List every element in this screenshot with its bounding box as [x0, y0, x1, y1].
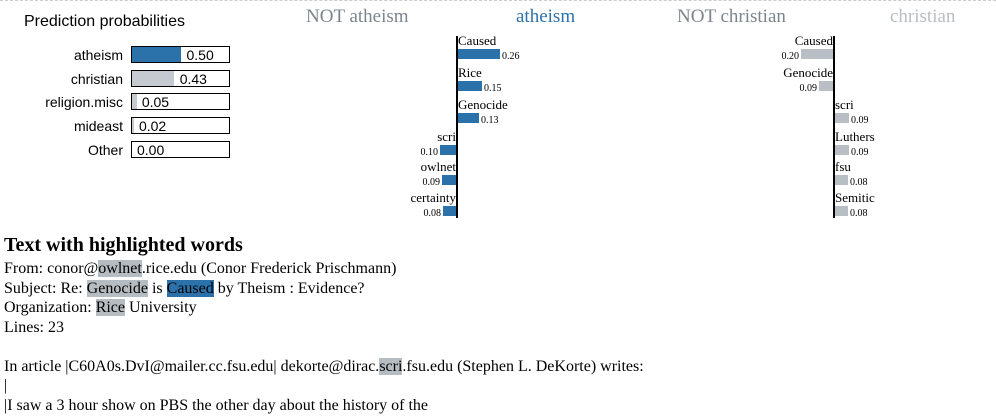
feature-label: Caused: [794, 33, 833, 48]
probability-bar: 0.02: [131, 117, 230, 134]
text-line: |: [4, 376, 644, 396]
feature-bar: [440, 145, 456, 155]
text-line: Lines: 23: [4, 318, 644, 338]
text-line: Organization: Rice University: [4, 298, 644, 318]
feature-weight: 0.20: [781, 51, 800, 62]
probability-fill: [132, 71, 174, 86]
probability-label: christian: [70, 71, 123, 87]
probability-bar: 0.43: [131, 70, 230, 87]
feature-label: Rice: [458, 65, 482, 80]
feature-weight: 0.09: [851, 147, 869, 158]
chart-axis: [456, 36, 458, 218]
text-segment: Organization:: [4, 299, 96, 316]
feature-bar: [801, 49, 833, 59]
text-segment: |: [4, 377, 8, 394]
feature-label: certainty: [410, 190, 456, 205]
probability-fill: [132, 47, 181, 62]
feature-bar: [458, 113, 479, 123]
text-segment: Lines: 23: [4, 318, 64, 336]
prediction-probabilities-title: Prediction probabilities: [24, 13, 185, 30]
feature-label: Semitic: [835, 190, 875, 205]
text-segment: .rice.edu (Conor Frederick Prischmann): [141, 260, 397, 277]
feature-weight: 0.13: [481, 115, 499, 126]
feature-weight: 0.08: [850, 177, 868, 188]
positive-class-label: atheism: [516, 6, 576, 27]
highlighted-word: Caused: [166, 279, 214, 297]
highlighted-text-body: From: conor@owlnet.rice.edu (Conor Frede…: [4, 259, 644, 415]
probability-label: atheism: [73, 47, 123, 63]
feature-label: Luthers: [835, 129, 875, 144]
text-segment: is: [147, 279, 167, 297]
feature-bar: [458, 49, 500, 59]
text-line: In article |C60A0s.DvI@mailer.cc.fsu.edu…: [4, 357, 644, 377]
feature-bar: [835, 145, 849, 155]
probability-value: 0.05: [141, 94, 170, 110]
feature-weight: 0.10: [420, 147, 439, 158]
probability-fill: [132, 94, 137, 109]
feature-label: scri: [437, 129, 456, 144]
highlighted-word: owlnet: [98, 260, 142, 277]
text-segment: .fsu.edu (Stephen L. DeKorte) writes:: [402, 357, 644, 375]
probability-value: 0.50: [186, 47, 214, 63]
highlighted-word: Rice: [95, 299, 126, 316]
text-segment: In article |C60A0s.DvI@mailer.cc.fsu.edu…: [4, 357, 380, 375]
text-segment: University: [125, 299, 197, 316]
probability-bar: 0.05: [131, 93, 230, 110]
feature-label: Genocide: [783, 65, 833, 80]
feature-label: Caused: [458, 33, 497, 48]
feature-bar: [458, 81, 482, 91]
highlighted-text-heading: Text with highlighted words: [4, 234, 243, 256]
probability-row: religion.misc 0.05: [0, 92, 232, 112]
feature-bar: [819, 81, 833, 91]
feature-bar: [835, 113, 849, 123]
feature-bar: [835, 206, 848, 216]
text-segment: |I saw a 3 hour show on PBS the other da…: [4, 396, 429, 414]
feature-label: fsu: [835, 159, 851, 174]
highlighted-word: scri: [379, 357, 403, 375]
negative-class-label: NOT christian: [677, 6, 786, 27]
probability-row: mideast 0.02: [0, 116, 232, 136]
probability-value: 0.02: [138, 118, 167, 134]
feature-label: owlnet: [420, 159, 456, 174]
probability-row: Other 0.00: [0, 140, 232, 160]
probability-value: 0.00: [137, 142, 165, 158]
feature-label: Genocide: [458, 97, 508, 112]
text-line: [4, 337, 644, 357]
chart-axis: [833, 36, 835, 218]
positive-class-label: christian: [890, 6, 956, 27]
top-divider: [0, 0, 996, 1]
probability-row: atheism 0.50: [0, 45, 232, 65]
probability-bar: 0.50: [131, 46, 230, 63]
probability-fill: [132, 118, 134, 133]
feature-weight: 0.08: [850, 208, 868, 219]
probability-row: christian 0.43: [0, 69, 232, 89]
text-line: From: conor@owlnet.rice.edu (Conor Frede…: [4, 259, 644, 279]
feature-bar: [835, 175, 848, 185]
feature-weight: 0.26: [502, 51, 520, 62]
probability-label: religion.misc: [45, 94, 123, 110]
feature-bar: [443, 206, 456, 216]
text-line: |I saw a 3 hour show on PBS the other da…: [4, 396, 644, 416]
text-segment: From: conor@: [4, 260, 99, 277]
probability-value: 0.43: [179, 71, 207, 87]
feature-weight: 0.09: [799, 83, 818, 94]
feature-weight: 0.08: [423, 208, 442, 219]
feature-bar: [442, 175, 456, 185]
probability-label: mideast: [73, 118, 123, 134]
feature-weight: 0.09: [422, 177, 441, 188]
text-segment: Subject: Re:: [4, 279, 87, 297]
text-segment: by Theism : Evidence?: [213, 279, 365, 297]
feature-label: scri: [835, 97, 854, 112]
probability-bar: 0.00: [131, 141, 230, 158]
negative-class-label: NOT atheism: [306, 6, 409, 27]
feature-weight: 0.09: [851, 115, 869, 126]
highlighted-word: Genocide: [86, 279, 148, 297]
feature-weight: 0.15: [484, 83, 502, 94]
text-line: Subject: Re: Genocide is Caused by Theis…: [4, 279, 644, 299]
probability-label: Other: [87, 142, 123, 158]
